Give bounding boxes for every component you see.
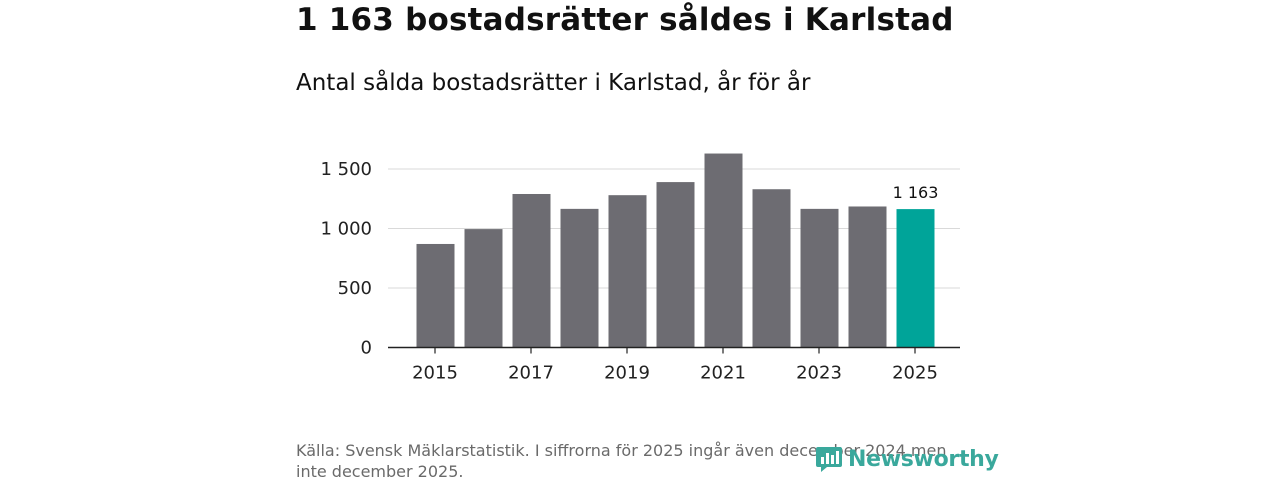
- bars: [416, 153, 935, 348]
- bar-2016: [464, 229, 503, 348]
- newsworthy-logo: Newsworthy: [814, 444, 999, 474]
- x-tick-label: 2017: [508, 363, 554, 384]
- y-tick-label: 1 500: [320, 159, 372, 180]
- bar-2025: [896, 209, 935, 348]
- logo-text: Newsworthy: [848, 446, 999, 472]
- x-tick-label: 2023: [796, 363, 842, 384]
- bar-2021: [704, 153, 743, 348]
- x-tick-label: 2025: [892, 363, 938, 384]
- bar-2019: [608, 195, 647, 348]
- bar-2017: [512, 193, 551, 348]
- y-tick-label: 1 000: [320, 219, 372, 240]
- chart-subtitle: Antal sålda bostadsrätter i Karlstad, år…: [296, 70, 811, 96]
- bar-2023: [800, 208, 839, 348]
- newsworthy-logo-icon: [816, 447, 842, 472]
- y-tick-label: 0: [361, 338, 372, 359]
- x-tick-label: 2019: [604, 363, 650, 384]
- page-title: 1 163 bostadsrätter såldes i Karlstad: [296, 2, 954, 38]
- x-tick-label: 2015: [412, 363, 458, 384]
- bar-2015: [416, 243, 455, 348]
- bar-2018: [560, 208, 599, 348]
- bar-2024: [848, 206, 887, 348]
- bar-chart: 0 500 1 000 1 500 2015 2017 2019 2021 2023 2025 1 …: [320, 153, 960, 384]
- source-note: Källa: Svensk Mäklarstatistik. I siffror…: [296, 441, 947, 480]
- y-tick-label: 500: [338, 278, 372, 299]
- axes: [388, 346, 960, 354]
- bar-2020: [656, 182, 695, 348]
- bar-2022: [752, 189, 791, 348]
- x-tick-label: 2021: [700, 363, 746, 384]
- highlight-value-label: 1 163: [893, 183, 939, 202]
- labels: 0 500 1 000 1 500 2015 2017 2019 2021 2023 2025 1 …: [320, 159, 938, 384]
